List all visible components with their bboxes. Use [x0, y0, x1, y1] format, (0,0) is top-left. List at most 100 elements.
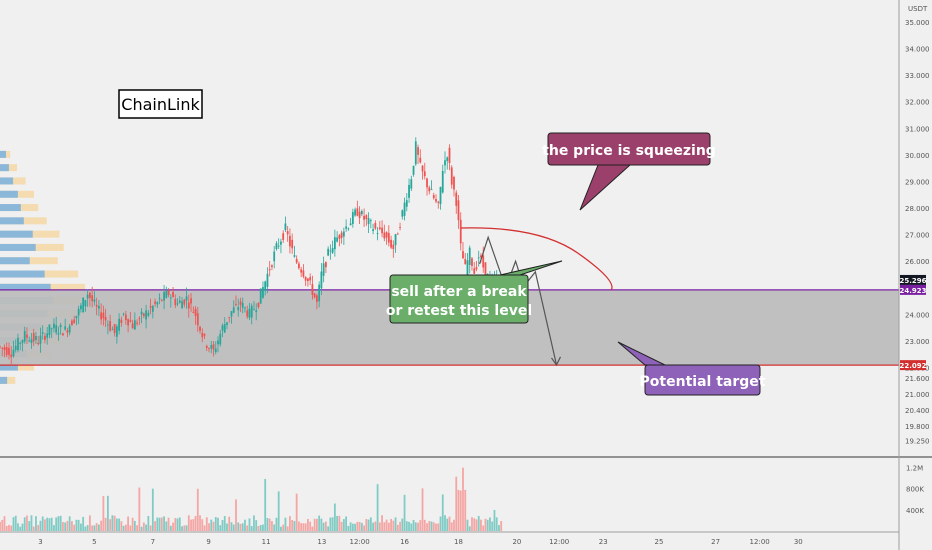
candle-body — [385, 232, 388, 238]
volume-bar — [219, 525, 222, 531]
candle-body — [48, 324, 51, 335]
candle-body — [80, 305, 82, 310]
candle-body — [401, 210, 404, 217]
volume-bar — [307, 518, 309, 531]
candle-body — [403, 202, 406, 216]
volume-bar — [387, 522, 390, 531]
price-tick-label: 19.800 — [905, 423, 930, 431]
volume-bar — [392, 520, 395, 531]
volume-bar — [468, 526, 471, 531]
volume-bar — [156, 517, 159, 531]
candle-body — [471, 258, 473, 266]
volume-bar — [55, 517, 58, 531]
volume-bar — [8, 524, 10, 531]
time-tick-label: 18 — [454, 538, 463, 546]
volume-bar — [246, 525, 249, 531]
candle-body — [57, 333, 60, 335]
candle-body — [390, 239, 392, 248]
candle-body — [349, 223, 352, 226]
volume-bar — [327, 526, 330, 531]
candle-body — [194, 308, 197, 316]
candle-body — [212, 344, 215, 350]
candle-body — [102, 312, 105, 319]
volume-bar — [181, 526, 183, 531]
candle-body — [133, 320, 136, 330]
price-tick-label: 28.000 — [905, 205, 930, 213]
volume-bar — [495, 517, 498, 531]
candle-body — [423, 171, 426, 177]
candle-body — [468, 247, 471, 265]
volume-bar — [217, 517, 219, 531]
candle-body — [435, 199, 437, 202]
volume-bar — [349, 522, 352, 531]
volume-bar — [228, 516, 231, 531]
candle-body — [5, 347, 8, 355]
volume-bar — [300, 523, 303, 531]
volume-bar — [172, 522, 174, 531]
candle-body — [1, 347, 4, 349]
candle-body — [293, 255, 296, 257]
volume-bar — [448, 516, 451, 531]
volume-bar — [367, 519, 370, 531]
candle-body — [84, 300, 87, 307]
volume-bar — [17, 523, 19, 531]
volume-bar — [394, 517, 397, 531]
candle-body — [318, 284, 321, 302]
price-marker — [900, 284, 926, 295]
volume-bar — [230, 522, 233, 531]
candle-body — [104, 317, 107, 321]
volume-bar — [500, 521, 503, 531]
volume-bar — [124, 524, 127, 531]
sell-callout-line2: or retest this level — [386, 303, 532, 319]
volume-bar — [48, 518, 51, 531]
candle-body — [86, 294, 89, 299]
profile-row-buy — [0, 217, 24, 225]
candle-body — [358, 211, 361, 218]
candle-body — [26, 334, 28, 338]
candle-body — [372, 229, 374, 232]
candle-body — [315, 295, 318, 302]
volume-bar — [176, 518, 179, 531]
candle-body — [282, 233, 285, 240]
volume-bar — [80, 523, 82, 531]
candle-body — [289, 235, 291, 247]
volume-bar — [86, 525, 89, 531]
volume-bar — [97, 524, 100, 531]
volume-bar — [473, 518, 476, 531]
price-marker — [900, 360, 926, 371]
candle-body — [120, 319, 123, 323]
candle-body — [100, 312, 103, 320]
volume-bar — [50, 517, 53, 531]
volume-bar — [185, 525, 188, 531]
time-tick-label: 3 — [38, 538, 42, 546]
profile-row-buy — [0, 230, 33, 238]
candle-body — [396, 233, 399, 235]
price-marker-label: 25.296 — [899, 277, 926, 285]
volume-bar — [385, 519, 388, 531]
volume-bar — [378, 522, 381, 531]
candle-body — [275, 243, 278, 249]
volume-bar — [39, 520, 42, 531]
price-marker-label: 24.923 — [899, 287, 926, 295]
volume-bar — [12, 517, 15, 531]
volume-bar — [453, 519, 455, 531]
volume-bar — [115, 518, 118, 531]
candle-body — [196, 313, 199, 326]
candle-body — [3, 347, 6, 351]
volume-bar — [91, 525, 94, 531]
volume-bar — [250, 526, 253, 531]
candle-body — [140, 311, 143, 315]
volume-bar — [298, 521, 300, 531]
candle-body — [50, 328, 53, 330]
candle-body — [208, 348, 210, 350]
volume-bar — [320, 518, 323, 531]
candle-body — [302, 270, 305, 277]
candle-body — [439, 186, 442, 205]
volume-bar — [212, 521, 215, 531]
volume-bar — [266, 518, 269, 531]
candle-body — [291, 239, 294, 249]
volume-bar — [140, 526, 143, 531]
volume-bar — [293, 520, 296, 531]
candle-body — [176, 303, 179, 305]
volume-bar — [444, 515, 446, 531]
